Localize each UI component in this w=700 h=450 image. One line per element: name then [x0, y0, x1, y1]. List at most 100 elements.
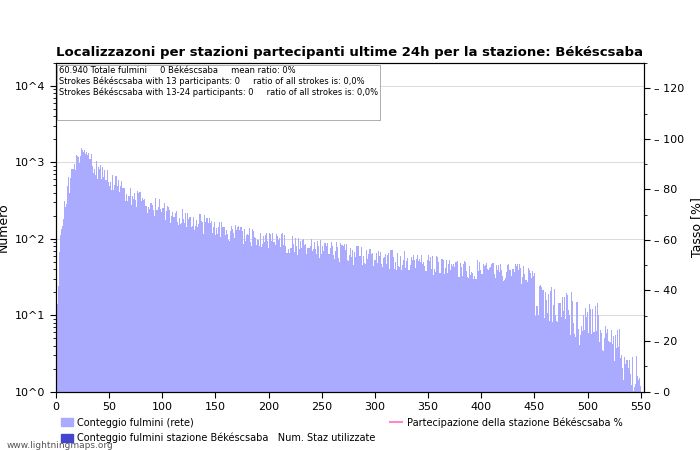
Bar	[502, 276, 503, 450]
Bar	[566, 292, 567, 450]
Bar	[404, 251, 405, 450]
Bar	[547, 313, 548, 450]
Bar	[372, 253, 373, 450]
Bar	[422, 264, 423, 450]
Bar	[130, 188, 131, 450]
Bar	[395, 270, 397, 450]
Bar	[77, 156, 78, 450]
Bar	[358, 256, 360, 450]
Bar	[305, 244, 307, 450]
Bar	[312, 251, 313, 450]
Bar	[577, 302, 578, 450]
Bar	[399, 267, 400, 450]
Bar	[219, 221, 220, 450]
Bar	[380, 252, 381, 450]
Bar	[303, 239, 304, 450]
Bar	[346, 260, 348, 450]
Bar	[384, 257, 385, 450]
Bar	[281, 234, 282, 450]
Bar	[110, 182, 111, 450]
Text: 60.940 Totale fulmini     0 Békéscsaba     mean ratio: 0%
Strokes Békéscsaba wit: 60.940 Totale fulmini 0 Békéscsaba mean …	[59, 66, 378, 118]
Legend: Conteggio fulmini (rete), Conteggio fulmini stazione Békéscsaba   Num. Staz util: Conteggio fulmini (rete), Conteggio fulm…	[61, 417, 622, 443]
Bar	[477, 271, 479, 450]
Bar	[430, 269, 432, 450]
Bar	[283, 245, 284, 450]
Bar	[79, 163, 80, 450]
Bar	[178, 219, 180, 450]
Bar	[596, 303, 598, 450]
Bar	[421, 255, 422, 450]
Bar	[486, 263, 487, 450]
Bar	[63, 219, 64, 450]
Bar	[637, 376, 638, 450]
Bar	[251, 247, 252, 450]
Bar	[214, 222, 215, 450]
Bar	[212, 233, 213, 450]
Bar	[145, 206, 146, 450]
Bar	[594, 306, 596, 450]
Bar	[624, 356, 625, 450]
Bar	[194, 230, 195, 450]
Bar	[626, 360, 627, 450]
Bar	[248, 234, 249, 450]
Bar	[633, 391, 634, 450]
Bar	[332, 246, 333, 450]
Bar	[545, 300, 547, 450]
Bar	[84, 150, 85, 450]
Bar	[239, 230, 241, 450]
Bar	[517, 265, 518, 450]
Bar	[320, 239, 321, 450]
Bar	[537, 306, 538, 450]
Bar	[457, 261, 458, 450]
Bar	[499, 272, 500, 450]
Bar	[410, 265, 411, 450]
Bar	[276, 236, 278, 450]
Bar	[349, 255, 350, 450]
Bar	[484, 266, 485, 450]
Bar	[449, 261, 450, 450]
Bar	[159, 199, 160, 450]
Bar	[253, 231, 254, 450]
Bar	[236, 230, 237, 450]
Bar	[573, 323, 575, 450]
Bar	[459, 263, 461, 450]
Bar	[570, 335, 571, 450]
Bar	[119, 192, 120, 450]
Bar	[569, 315, 570, 450]
Bar	[256, 245, 258, 450]
Bar	[152, 205, 153, 450]
Bar	[61, 229, 62, 450]
Bar	[541, 287, 542, 450]
Bar	[411, 256, 412, 450]
Bar	[555, 315, 556, 450]
Bar	[397, 253, 398, 450]
Bar	[313, 249, 314, 450]
Bar	[448, 264, 449, 450]
Y-axis label: Tasso [%]: Tasso [%]	[690, 197, 700, 257]
Bar	[174, 213, 176, 450]
Bar	[575, 337, 577, 450]
Bar	[289, 252, 290, 450]
Bar	[582, 331, 583, 450]
Bar	[340, 243, 342, 450]
Bar	[516, 266, 517, 450]
Bar	[418, 261, 419, 450]
Bar	[291, 236, 293, 450]
Bar	[100, 166, 102, 450]
Bar	[452, 266, 453, 450]
Bar	[220, 237, 221, 450]
Bar	[122, 188, 123, 450]
Bar	[244, 229, 245, 450]
Bar	[198, 224, 199, 450]
Bar	[602, 350, 603, 450]
Text: www.lightningmaps.org: www.lightningmaps.org	[7, 441, 113, 450]
Bar	[304, 245, 305, 450]
Bar	[465, 262, 466, 450]
Bar	[424, 266, 426, 450]
Bar	[389, 269, 391, 450]
Bar	[551, 287, 552, 450]
Bar	[351, 256, 352, 450]
Bar	[69, 193, 71, 450]
Bar	[561, 297, 563, 450]
Bar	[535, 316, 536, 450]
